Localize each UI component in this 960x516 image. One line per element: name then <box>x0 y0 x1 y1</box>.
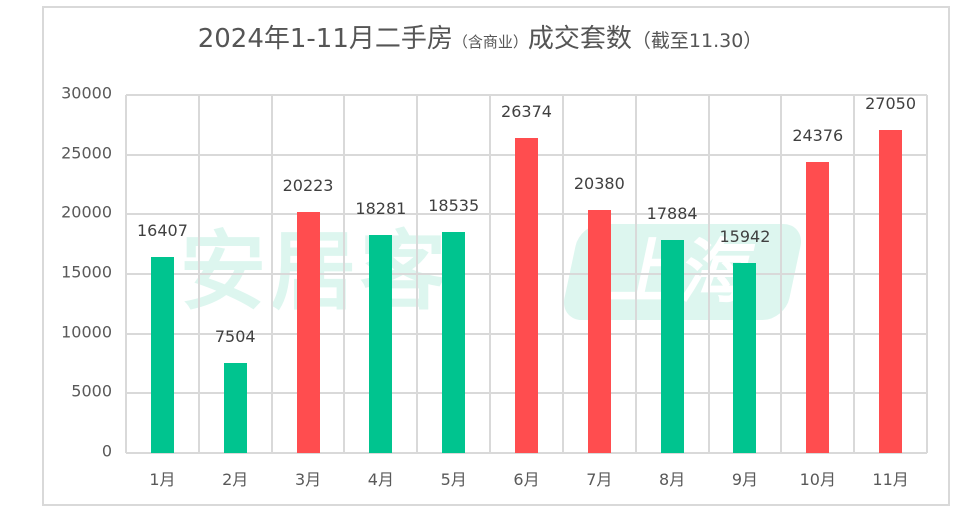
data-label: 18535 <box>428 195 480 215</box>
vertical-gridline <box>270 95 273 453</box>
title-main: 2024年1-11月二手房 <box>197 24 453 54</box>
data-label: 18281 <box>355 198 407 218</box>
x-tick-label: 4月 <box>367 470 394 489</box>
x-tick-label: 8月 <box>659 470 686 489</box>
data-label: 16407 <box>136 221 188 241</box>
gridline-0 <box>126 452 927 454</box>
vertical-gridline <box>561 95 564 453</box>
bar-5月 <box>442 231 466 453</box>
bar-6月 <box>515 138 538 453</box>
y-tick-label: 0 <box>101 441 112 461</box>
bar-4月 <box>369 234 393 453</box>
x-tick-label: 6月 <box>513 470 540 489</box>
vertical-gridline <box>343 95 346 453</box>
data-label: 24376 <box>792 126 844 146</box>
y-tick-label: 20000 <box>61 202 112 222</box>
bar-8月 <box>660 239 684 453</box>
y-tick-label: 30000 <box>61 83 112 103</box>
x-tick-label: 5月 <box>440 470 467 489</box>
bar-9月 <box>733 262 757 453</box>
data-label: 20223 <box>282 175 334 195</box>
vertical-gridline <box>197 95 200 453</box>
x-tick-label: 10月 <box>799 470 836 489</box>
x-tick-label: 2月 <box>222 470 249 489</box>
bar-7月 <box>587 209 611 453</box>
title-date: （截至11.30） <box>631 30 763 52</box>
y-tick-label: 25000 <box>61 143 112 163</box>
x-tick-label: 1月 <box>149 470 176 489</box>
x-tick-label: 7月 <box>586 470 613 489</box>
plot-area: 16407 7504 20223 18281 18535 26374 20380 17884 1… <box>125 94 928 454</box>
vertical-gridline <box>926 95 928 453</box>
bar-1月 <box>150 257 174 453</box>
title-tail: 成交套数 <box>527 24 632 54</box>
y-tick-label: 5000 <box>71 381 112 401</box>
data-label: 17884 <box>646 203 698 223</box>
vertical-gridline <box>707 95 710 453</box>
data-label: 15942 <box>719 226 771 246</box>
y-tick-label: 15000 <box>61 262 112 282</box>
bar-10月 <box>806 162 830 453</box>
gridline-30000 <box>126 94 927 96</box>
vertical-gridline <box>780 95 783 453</box>
vertical-gridline <box>489 95 492 453</box>
bar-3月 <box>296 211 320 453</box>
chart-frame <box>42 6 950 506</box>
x-tick-label: 3月 <box>294 470 322 489</box>
data-label: 26374 <box>501 102 552 122</box>
title-note: （含商业） <box>452 33 528 51</box>
bar-2月 <box>223 363 247 453</box>
bar-11月 <box>879 130 903 453</box>
x-tick-label: 9月 <box>731 470 759 489</box>
data-label: 27050 <box>865 94 917 114</box>
chart-title: 2024年1-11月二手房（含商业）成交套数（截至11.30） <box>0 18 960 55</box>
vertical-gridline <box>634 95 637 453</box>
vertical-gridline <box>125 95 127 453</box>
y-tick-label: 10000 <box>61 322 112 342</box>
x-tick-label: 11月 <box>872 470 909 489</box>
data-label: 7504 <box>214 327 256 347</box>
vertical-gridline <box>853 95 856 453</box>
vertical-gridline <box>416 95 419 453</box>
data-label: 20380 <box>573 173 625 193</box>
